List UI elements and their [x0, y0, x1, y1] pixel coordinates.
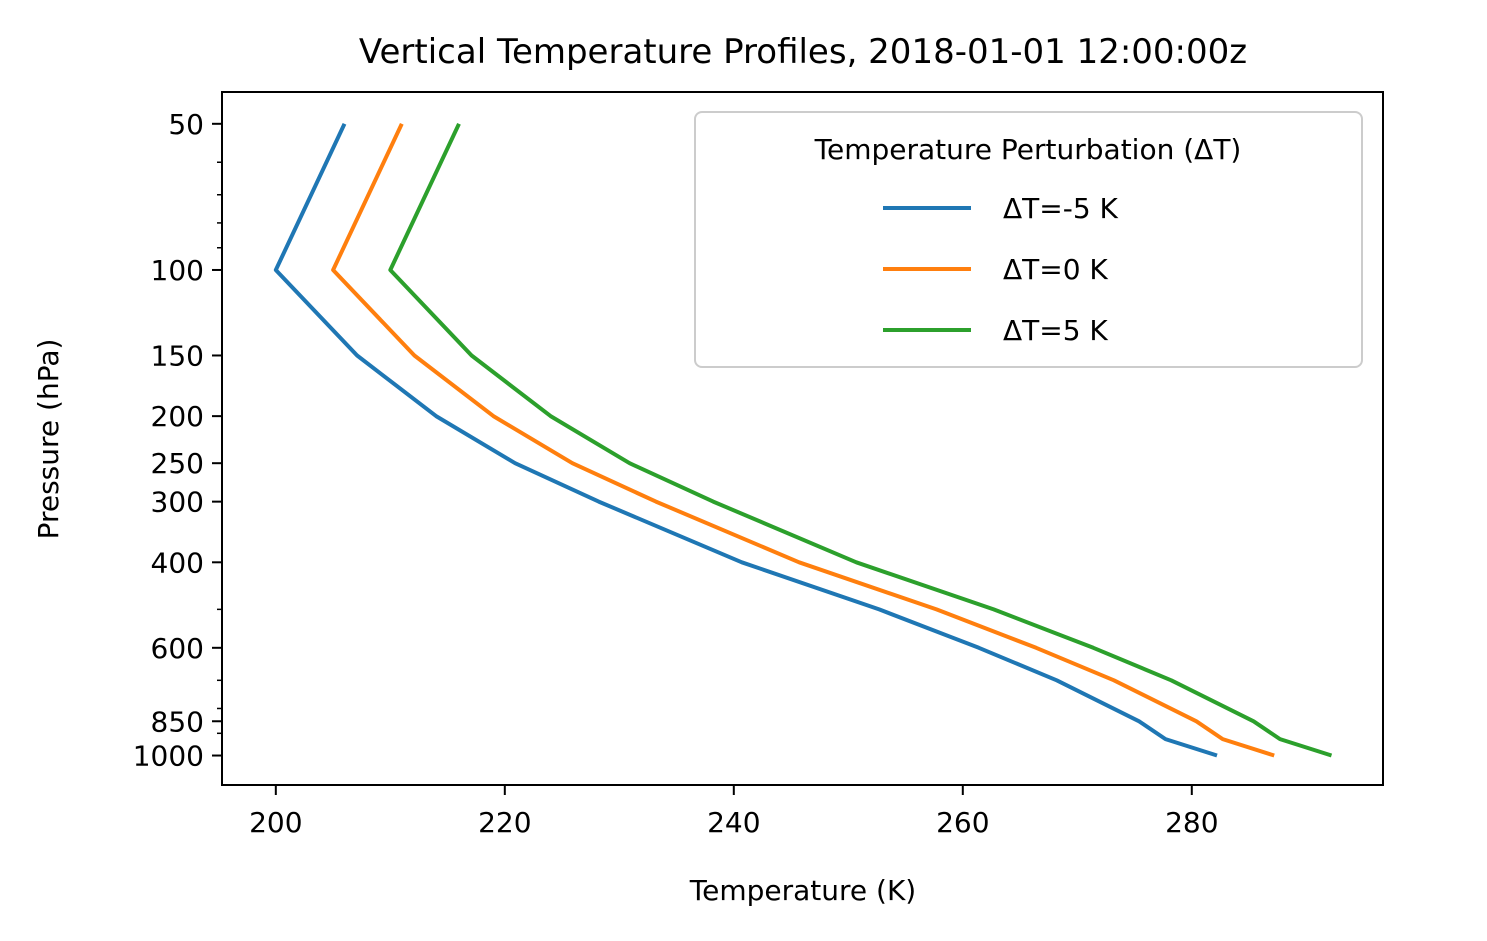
legend-label-0: ΔT=-5 K: [1003, 192, 1119, 225]
series-line-1: [331, 122, 1275, 758]
x-tick-label: 200: [249, 806, 302, 839]
y-tick-label: 100: [151, 254, 204, 287]
y-tick-label: 600: [151, 632, 204, 665]
legend-title: Temperature Perturbation (ΔT): [814, 133, 1242, 166]
legend: Temperature Perturbation (ΔT) ΔT=-5 KΔT=…: [694, 111, 1363, 368]
x-tick-label: 240: [707, 806, 760, 839]
y-tick-label: 200: [151, 400, 204, 433]
series-line-2: [388, 122, 1333, 758]
legend-label-1: ΔT=0 K: [1003, 253, 1108, 286]
axes-frame: [221, 91, 1384, 786]
y-tick-label: 50: [168, 108, 204, 141]
x-axis: 200 220 240 260 280: [249, 785, 1219, 839]
x-tick-label: 280: [1165, 806, 1218, 839]
series-line-0: [273, 122, 1218, 758]
y-tick-label: 150: [151, 339, 204, 372]
chart-title: Vertical Temperature Profiles, 2018-01-0…: [359, 32, 1247, 72]
series-layer: [273, 122, 1333, 758]
y-axis-label: Pressure (hPa): [32, 339, 65, 540]
x-axis-label: Temperature (K): [689, 874, 916, 907]
y-tick-label: 300: [151, 486, 204, 519]
x-tick-label: 260: [936, 806, 989, 839]
y-tick-label: 1000: [133, 740, 204, 773]
legend-items: ΔT=-5 K ΔT=0 K ΔT=5 K: [883, 192, 1119, 347]
legend-box: [694, 111, 1363, 368]
x-tick-label: 220: [478, 806, 531, 839]
y-tick-label: 400: [151, 546, 204, 579]
legend-label-2: ΔT=5 K: [1003, 314, 1108, 347]
y-tick-label: 850: [151, 705, 204, 738]
y-tick-label: 250: [151, 447, 204, 480]
